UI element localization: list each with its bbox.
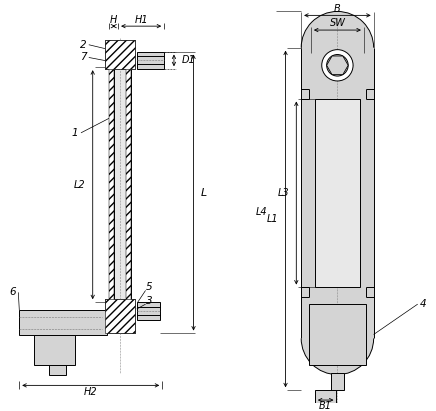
Text: 2: 2 bbox=[80, 40, 86, 50]
Bar bbox=[330, 373, 344, 390]
Text: L3: L3 bbox=[278, 188, 290, 198]
Bar bbox=[315, 390, 337, 404]
Bar bbox=[106, 40, 135, 69]
Text: L2: L2 bbox=[74, 180, 86, 190]
Bar bbox=[109, 67, 114, 302]
Text: D1: D1 bbox=[182, 55, 195, 65]
Bar bbox=[137, 52, 164, 69]
Bar bbox=[315, 99, 360, 287]
Text: H2: H2 bbox=[84, 387, 98, 397]
Text: 3: 3 bbox=[146, 296, 153, 306]
Text: 1: 1 bbox=[72, 128, 78, 138]
Text: L1: L1 bbox=[267, 214, 279, 224]
Text: H: H bbox=[110, 15, 117, 25]
Bar bbox=[114, 67, 126, 302]
Text: B: B bbox=[334, 4, 341, 14]
Text: SW: SW bbox=[330, 18, 345, 28]
Circle shape bbox=[301, 302, 374, 374]
Bar bbox=[126, 67, 131, 302]
Polygon shape bbox=[327, 56, 348, 75]
Text: L: L bbox=[201, 187, 207, 198]
Text: 4: 4 bbox=[420, 299, 427, 309]
Text: L4: L4 bbox=[255, 207, 267, 217]
Bar bbox=[49, 365, 66, 374]
Circle shape bbox=[322, 50, 353, 81]
Bar bbox=[317, 404, 327, 411]
Bar bbox=[309, 304, 366, 365]
Text: 5: 5 bbox=[146, 282, 153, 293]
Bar bbox=[301, 84, 374, 338]
Bar bbox=[34, 335, 75, 365]
Bar bbox=[106, 299, 135, 333]
Text: H1: H1 bbox=[134, 15, 148, 25]
Circle shape bbox=[301, 12, 374, 84]
Circle shape bbox=[327, 55, 348, 76]
Bar bbox=[301, 48, 374, 338]
Text: B1: B1 bbox=[319, 401, 332, 411]
Text: 6: 6 bbox=[9, 287, 16, 298]
Bar bbox=[19, 310, 107, 335]
Bar bbox=[137, 302, 160, 320]
Text: 7: 7 bbox=[80, 53, 86, 62]
